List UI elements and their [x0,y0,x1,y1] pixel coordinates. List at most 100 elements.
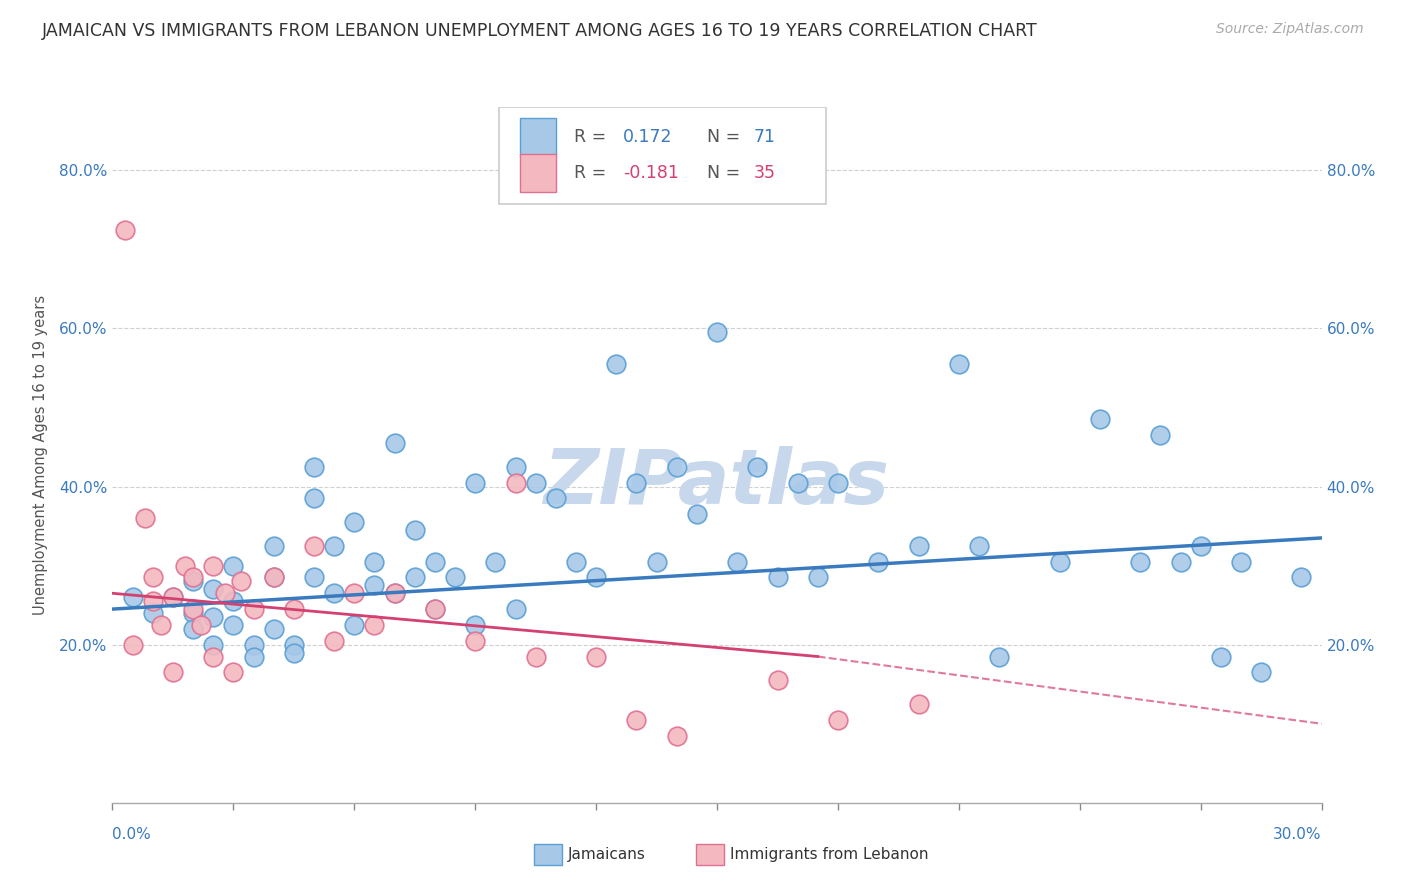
Point [181,574,204,589]
Text: N =: N = [707,164,741,182]
Point [747,459,769,474]
Point [181,602,204,616]
Point [190,618,212,632]
Point [222,594,245,608]
Point [1250,665,1272,680]
Point [149,618,172,632]
Text: 0.172: 0.172 [623,128,672,146]
Point [585,649,607,664]
Point [214,586,236,600]
Point [484,555,506,569]
Point [162,591,184,605]
Point [686,507,709,521]
Text: 71: 71 [754,128,775,146]
Text: -0.181: -0.181 [623,164,679,182]
Point [202,582,225,597]
Point [505,459,527,474]
Text: 30.0%: 30.0% [1274,827,1322,841]
Point [384,436,406,450]
Point [384,586,406,600]
Point [626,713,648,727]
Point [404,523,426,537]
FancyBboxPatch shape [520,154,557,193]
Point [121,638,143,652]
Point [1129,555,1152,569]
Point [665,729,688,743]
Point [283,646,305,660]
Point [524,649,547,664]
Point [242,649,264,664]
Point [505,475,527,490]
Point [807,570,830,584]
Point [464,633,486,648]
Point [302,459,325,474]
Point [1230,555,1253,569]
Point [174,558,197,573]
Text: N =: N = [707,128,741,146]
Point [766,673,789,688]
Point [142,570,165,584]
Point [1149,428,1171,442]
Point [948,357,970,371]
Point [1170,555,1192,569]
Point [242,602,264,616]
Text: R =: R = [575,128,606,146]
Point [202,638,225,652]
Point [323,539,346,553]
Text: Jamaicans: Jamaicans [568,847,645,862]
Point [827,713,849,727]
Point [423,555,446,569]
Text: R =: R = [575,164,606,182]
Point [1088,412,1111,426]
Point [907,539,929,553]
Point [162,591,184,605]
FancyBboxPatch shape [499,107,825,204]
Point [605,357,627,371]
Point [1189,539,1212,553]
Point [142,594,165,608]
Point [302,491,325,506]
Point [423,602,446,616]
Point [363,578,385,592]
Text: 0.0%: 0.0% [112,827,152,841]
Point [1209,649,1232,664]
Point [202,610,225,624]
Point [544,491,567,506]
Point [323,586,346,600]
Point [202,558,225,573]
Point [1049,555,1071,569]
Point [114,222,136,236]
Point [786,475,808,490]
Point [142,606,165,620]
Text: 35: 35 [754,164,775,182]
Point [181,622,204,636]
FancyBboxPatch shape [520,118,557,156]
Point [134,511,156,525]
Point [222,665,245,680]
Point [343,586,366,600]
Point [988,649,1011,664]
Point [464,618,486,632]
Point [384,586,406,600]
Point [181,606,204,620]
Point [706,326,728,340]
Text: JAMAICAN VS IMMIGRANTS FROM LEBANON UNEMPLOYMENT AMONG AGES 16 TO 19 YEARS CORRE: JAMAICAN VS IMMIGRANTS FROM LEBANON UNEM… [42,22,1038,40]
Point [302,539,325,553]
Text: ZIPatlas: ZIPatlas [544,446,890,520]
Point [263,570,285,584]
Point [404,570,426,584]
Point [626,475,648,490]
Point [222,618,245,632]
Point [363,618,385,632]
Point [1291,570,1313,584]
Point [343,618,366,632]
Point [363,555,385,569]
Point [725,555,748,569]
Point [565,555,588,569]
Point [302,570,325,584]
Point [231,574,253,589]
Text: Source: ZipAtlas.com: Source: ZipAtlas.com [1216,22,1364,37]
Point [423,602,446,616]
Point [585,570,607,584]
Point [283,602,305,616]
